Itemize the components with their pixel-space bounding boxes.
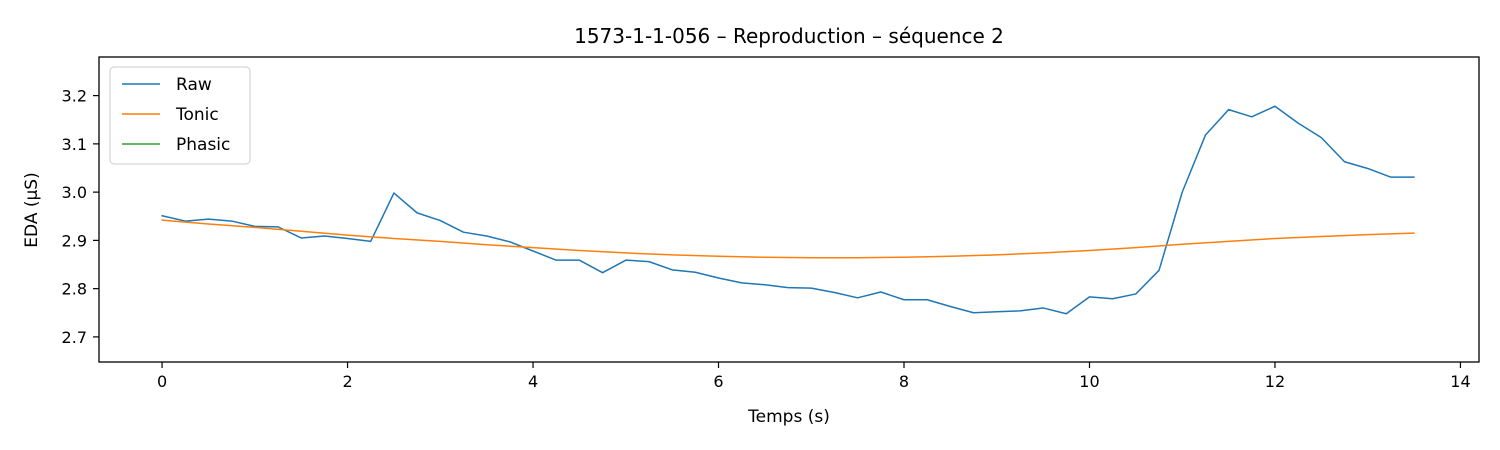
y-tick-label: 3.0: [62, 183, 87, 202]
series-layer: [161, 105, 1415, 315]
y-tick-label: 2.8: [62, 280, 87, 299]
x-tick-label: 0: [157, 372, 167, 391]
x-tick-label: 4: [528, 372, 538, 391]
x-tick-label: 12: [1265, 372, 1285, 391]
legend-box: [109, 66, 251, 165]
chart-title: 1573-1-1-056 – Reproduction – séquence 2: [574, 24, 1004, 48]
x-tick-label: 10: [1079, 372, 1099, 391]
legend-label-raw: Raw: [176, 75, 212, 95]
y-axis: 2.7 2.8 2.9 3.0 3.1 3.2: [62, 87, 99, 347]
series-line-tonic: [161, 219, 1415, 259]
y-tick-label: 3.2: [62, 87, 87, 106]
plot-area-frame: [98, 56, 1480, 363]
y-tick-label: 3.1: [62, 135, 87, 154]
legend-label-tonic: Tonic: [175, 105, 219, 125]
x-axis-label: Temps (s): [747, 407, 830, 427]
legend: Raw Tonic Phasic: [109, 66, 251, 165]
series-line-raw: [161, 105, 1415, 315]
x-axis: 0 2 4 6 8 10 12 14: [157, 362, 1471, 391]
y-tick-label: 2.7: [62, 328, 87, 347]
y-tick-label: 2.9: [62, 231, 87, 250]
x-tick-label: 6: [713, 372, 723, 391]
x-tick-label: 8: [899, 372, 909, 391]
x-tick-label: 14: [1450, 372, 1470, 391]
x-tick-label: 2: [342, 372, 352, 391]
y-axis-label: EDA (µS): [22, 172, 42, 247]
legend-label-phasic: Phasic: [176, 135, 230, 155]
